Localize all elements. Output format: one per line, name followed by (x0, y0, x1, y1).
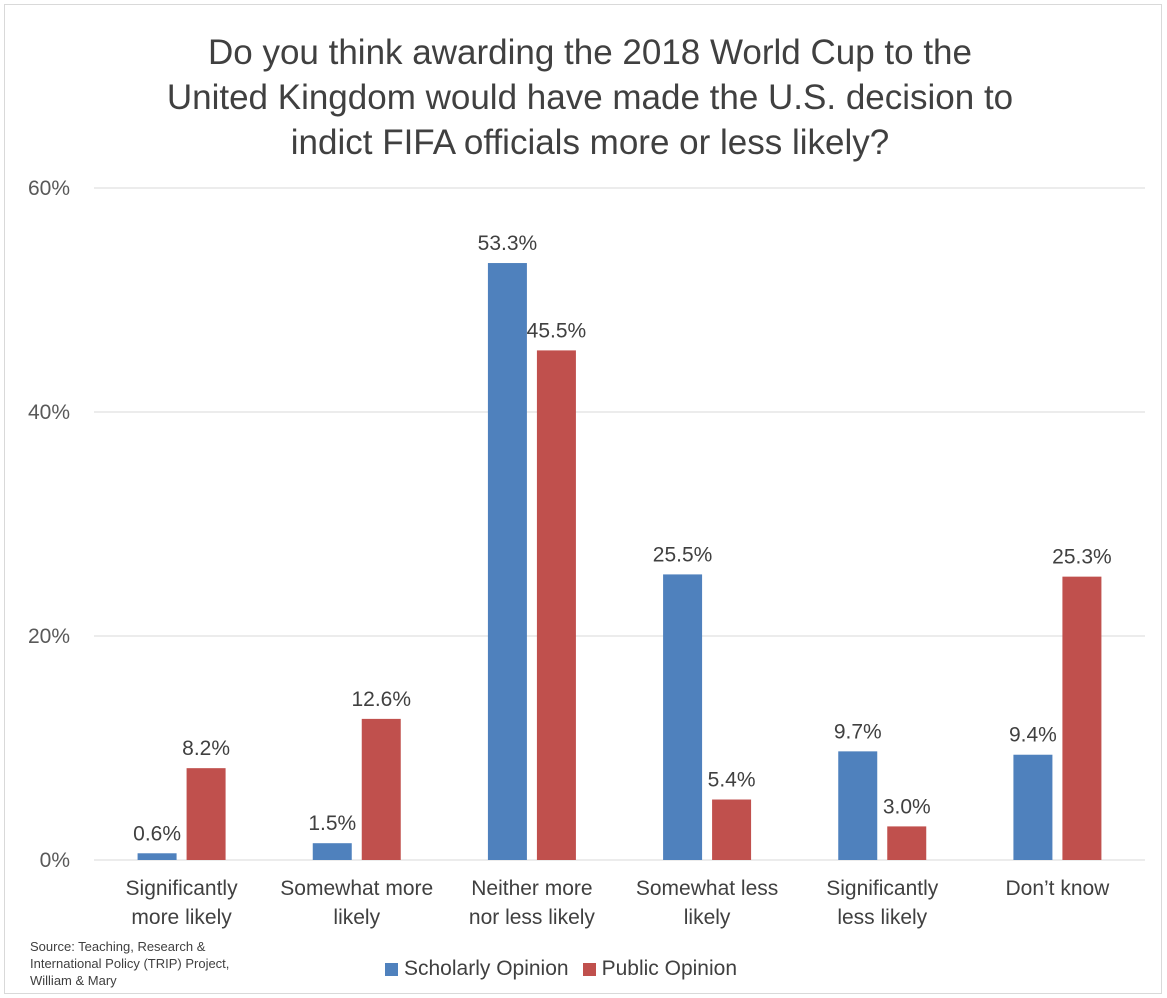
y-tick-label: 0% (40, 849, 70, 872)
data-label: 25.5% (653, 543, 713, 566)
x-tick-label: Significantly (126, 877, 239, 900)
bar-public (1062, 576, 1102, 860)
legend-item-scholarly: Scholarly Opinion (385, 957, 569, 981)
bar-scholarly (1013, 754, 1053, 860)
data-label: 25.3% (1052, 546, 1112, 569)
data-label: 0.6% (133, 822, 181, 845)
legend-label-public: Public Opinion (601, 957, 738, 980)
bar-public (887, 826, 927, 860)
source-note: Source: Teaching, Research & Internation… (30, 938, 290, 989)
source-line: Source: Teaching, Research & (30, 939, 206, 954)
bar-scholarly (312, 843, 352, 860)
x-tick-label: Neither more (471, 877, 592, 900)
legend-label-scholarly: Scholarly Opinion (404, 957, 569, 980)
chart-title-line: Do you think awarding the 2018 World Cup… (208, 33, 972, 72)
bar-scholarly (137, 853, 177, 860)
bar-scholarly (663, 574, 703, 860)
bar-public (536, 350, 576, 860)
x-tick-label: Don’t know (1005, 877, 1110, 900)
source-line: William & Mary (30, 973, 117, 988)
data-label: 12.6% (351, 688, 411, 711)
legend-item-public: Public Opinion (582, 957, 738, 981)
x-tick-label: Somewhat less (636, 877, 778, 900)
data-label: 5.4% (708, 769, 756, 792)
legend: Scholarly Opinion Public Opinion (385, 956, 751, 982)
legend-swatch-scholarly (385, 962, 398, 976)
chart-title-line: United Kingdom would have made the U.S. … (166, 78, 1014, 117)
chart-frame (4, 4, 1162, 994)
data-label: 1.5% (308, 812, 356, 835)
data-label: 3.0% (883, 795, 931, 818)
data-label: 45.5% (527, 319, 587, 342)
x-tick-label: less likely (837, 906, 927, 929)
chart-title: Do you think awarding the 2018 World Cup… (60, 30, 1120, 165)
data-label: 9.4% (1009, 724, 1057, 747)
y-tick-label: 60% (28, 177, 70, 200)
source-line: International Policy (TRIP) Project, (30, 956, 230, 971)
y-tick-label: 40% (28, 401, 70, 424)
bar-scholarly (487, 263, 527, 860)
x-tick-label: more likely (131, 906, 232, 929)
legend-swatch-public (582, 962, 596, 976)
y-tick-label: 20% (28, 625, 70, 648)
x-tick-label: likely (333, 906, 380, 929)
x-tick-label: Somewhat more (280, 877, 433, 900)
bar-public (186, 768, 226, 860)
data-label: 8.2% (182, 737, 230, 760)
x-tick-label: nor less likely (469, 906, 596, 929)
bar-public (712, 799, 752, 860)
bar-public (361, 718, 401, 860)
x-tick-label: Significantly (826, 877, 939, 900)
bar-scholarly (838, 751, 878, 860)
data-label: 53.3% (478, 232, 538, 255)
x-tick-label: likely (684, 906, 731, 929)
chart-title-line: indict FIFA officials more or less likel… (290, 123, 890, 162)
data-label: 9.7% (834, 720, 882, 743)
